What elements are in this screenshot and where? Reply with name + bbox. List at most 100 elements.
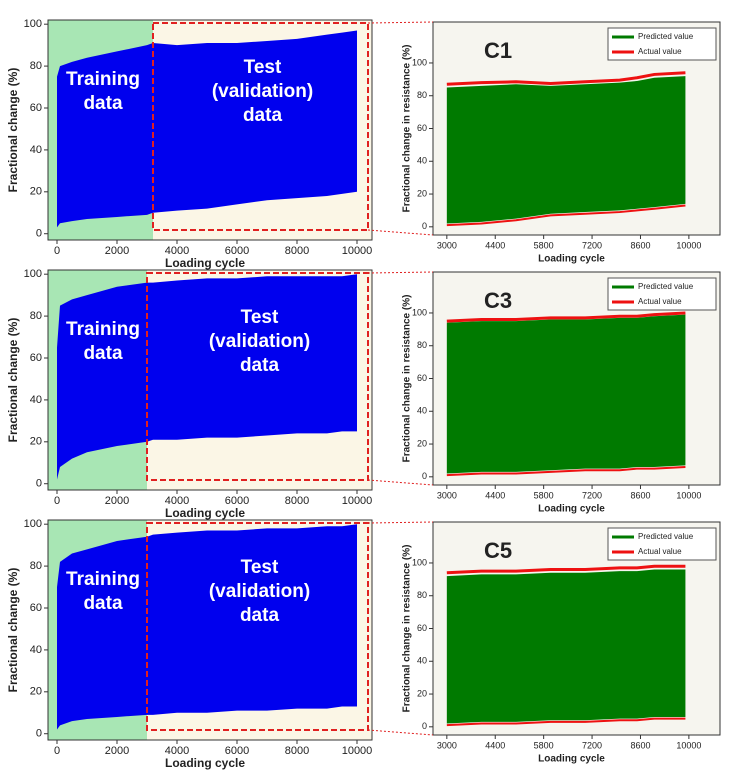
actual-lower (446, 465, 686, 477)
connector (367, 21, 434, 24)
x-tick-label: 10000 (676, 740, 701, 750)
x-axis-label: Loading cycle (538, 254, 605, 265)
y-tick-label: 20 (417, 688, 427, 698)
actual-upper (446, 564, 686, 575)
x-axis-label: Loading cycle (165, 256, 245, 270)
x-tick-label: 2000 (105, 745, 129, 757)
y-axis-label: Fractional change in resistance (%) (402, 545, 413, 713)
x-tick-label: 4000 (165, 495, 189, 507)
test-region-box (152, 22, 369, 231)
panel-label: C3 (484, 288, 512, 313)
legend (607, 527, 717, 561)
legend-label: Actual value (638, 547, 682, 556)
y-tick-label: 0 (422, 221, 427, 231)
training-label: data (83, 343, 123, 364)
x-tick-label: 2000 (105, 245, 129, 257)
legend-label: Actual value (638, 47, 682, 56)
y-axis-label: Fractional change (%) (6, 318, 20, 443)
y-tick-label: 80 (30, 560, 42, 572)
actual-lower (446, 717, 686, 727)
test-label: Test (241, 557, 279, 578)
training-label: Training (66, 319, 140, 340)
y-tick-label: 0 (422, 721, 427, 731)
x-tick-label: 10000 (342, 745, 373, 757)
x-tick-label: 4400 (485, 740, 505, 750)
x-tick-label: 3000 (437, 240, 457, 250)
connector (367, 229, 434, 236)
y-tick-label: 60 (30, 602, 42, 614)
legend-label: Actual value (638, 297, 682, 306)
y-tick-label: 40 (417, 156, 427, 166)
x-tick-label: 8000 (285, 495, 309, 507)
x-tick-label: 8000 (285, 245, 309, 257)
y-tick-label: 20 (30, 186, 42, 198)
legend-label: Predicted value (638, 532, 694, 541)
predicted-band (446, 314, 686, 474)
y-tick-label: 100 (24, 268, 42, 280)
x-tick-label: 4000 (165, 745, 189, 757)
y-tick-label: 0 (422, 471, 427, 481)
x-tick-label: 8600 (630, 490, 650, 500)
y-axis-label: Fractional change (%) (6, 68, 20, 193)
x-tick-label: 4400 (485, 240, 505, 250)
x-tick-label: 0 (54, 245, 60, 257)
y-tick-label: 100 (24, 518, 42, 530)
y-tick-label: 80 (417, 590, 427, 600)
predicted-band (446, 76, 686, 224)
connector (367, 521, 434, 524)
y-axis-label: Fractional change (%) (6, 568, 20, 693)
actual-lower (446, 204, 686, 227)
x-tick-label: 0 (54, 495, 60, 507)
y-tick-label: 80 (30, 60, 42, 72)
y-tick-label: 100 (412, 307, 427, 317)
y-tick-label: 20 (417, 438, 427, 448)
x-tick-label: 7200 (582, 490, 602, 500)
legend (607, 27, 717, 61)
y-tick-label: 60 (30, 352, 42, 364)
y-tick-label: 60 (417, 373, 427, 383)
y-tick-label: 60 (417, 123, 427, 133)
y-tick-label: 60 (417, 623, 427, 633)
y-tick-label: 100 (412, 57, 427, 67)
test-label: Test (244, 57, 282, 78)
predicted-band (446, 569, 686, 724)
x-tick-label: 10000 (342, 245, 373, 257)
x-axis-label: Loading cycle (165, 506, 245, 520)
x-tick-label: 3000 (437, 490, 457, 500)
y-tick-label: 100 (24, 18, 42, 30)
panel-label: C5 (484, 538, 512, 563)
y-axis-label: Fractional change in resistance (%) (402, 295, 413, 463)
test-label: (validation) (212, 81, 313, 102)
x-tick-label: 5800 (534, 740, 554, 750)
test-label: data (240, 605, 280, 626)
y-tick-label: 0 (36, 728, 42, 740)
y-tick-label: 60 (30, 102, 42, 114)
x-tick-label: 4000 (165, 245, 189, 257)
test-label: (validation) (209, 331, 310, 352)
x-tick-label: 4400 (485, 490, 505, 500)
x-tick-label: 2000 (105, 495, 129, 507)
y-tick-label: 40 (30, 394, 42, 406)
y-tick-label: 40 (417, 406, 427, 416)
y-tick-label: 40 (30, 144, 42, 156)
y-tick-label: 80 (417, 340, 427, 350)
y-tick-label: 20 (30, 686, 42, 698)
x-tick-label: 8600 (630, 240, 650, 250)
plot-frame (47, 19, 373, 241)
connector (367, 479, 434, 486)
test-region-box (146, 522, 369, 731)
x-tick-label: 7200 (582, 240, 602, 250)
x-tick-label: 5800 (534, 490, 554, 500)
x-tick-label: 10000 (342, 495, 373, 507)
signal-band (57, 30, 357, 228)
x-tick-label: 0 (54, 745, 60, 757)
x-tick-label: 6000 (225, 245, 249, 257)
actual-upper (446, 311, 686, 323)
panel-label: C1 (484, 38, 512, 63)
signal-band (57, 524, 357, 730)
x-tick-label: 8600 (630, 740, 650, 750)
x-tick-label: 8000 (285, 745, 309, 757)
connector (367, 729, 434, 736)
